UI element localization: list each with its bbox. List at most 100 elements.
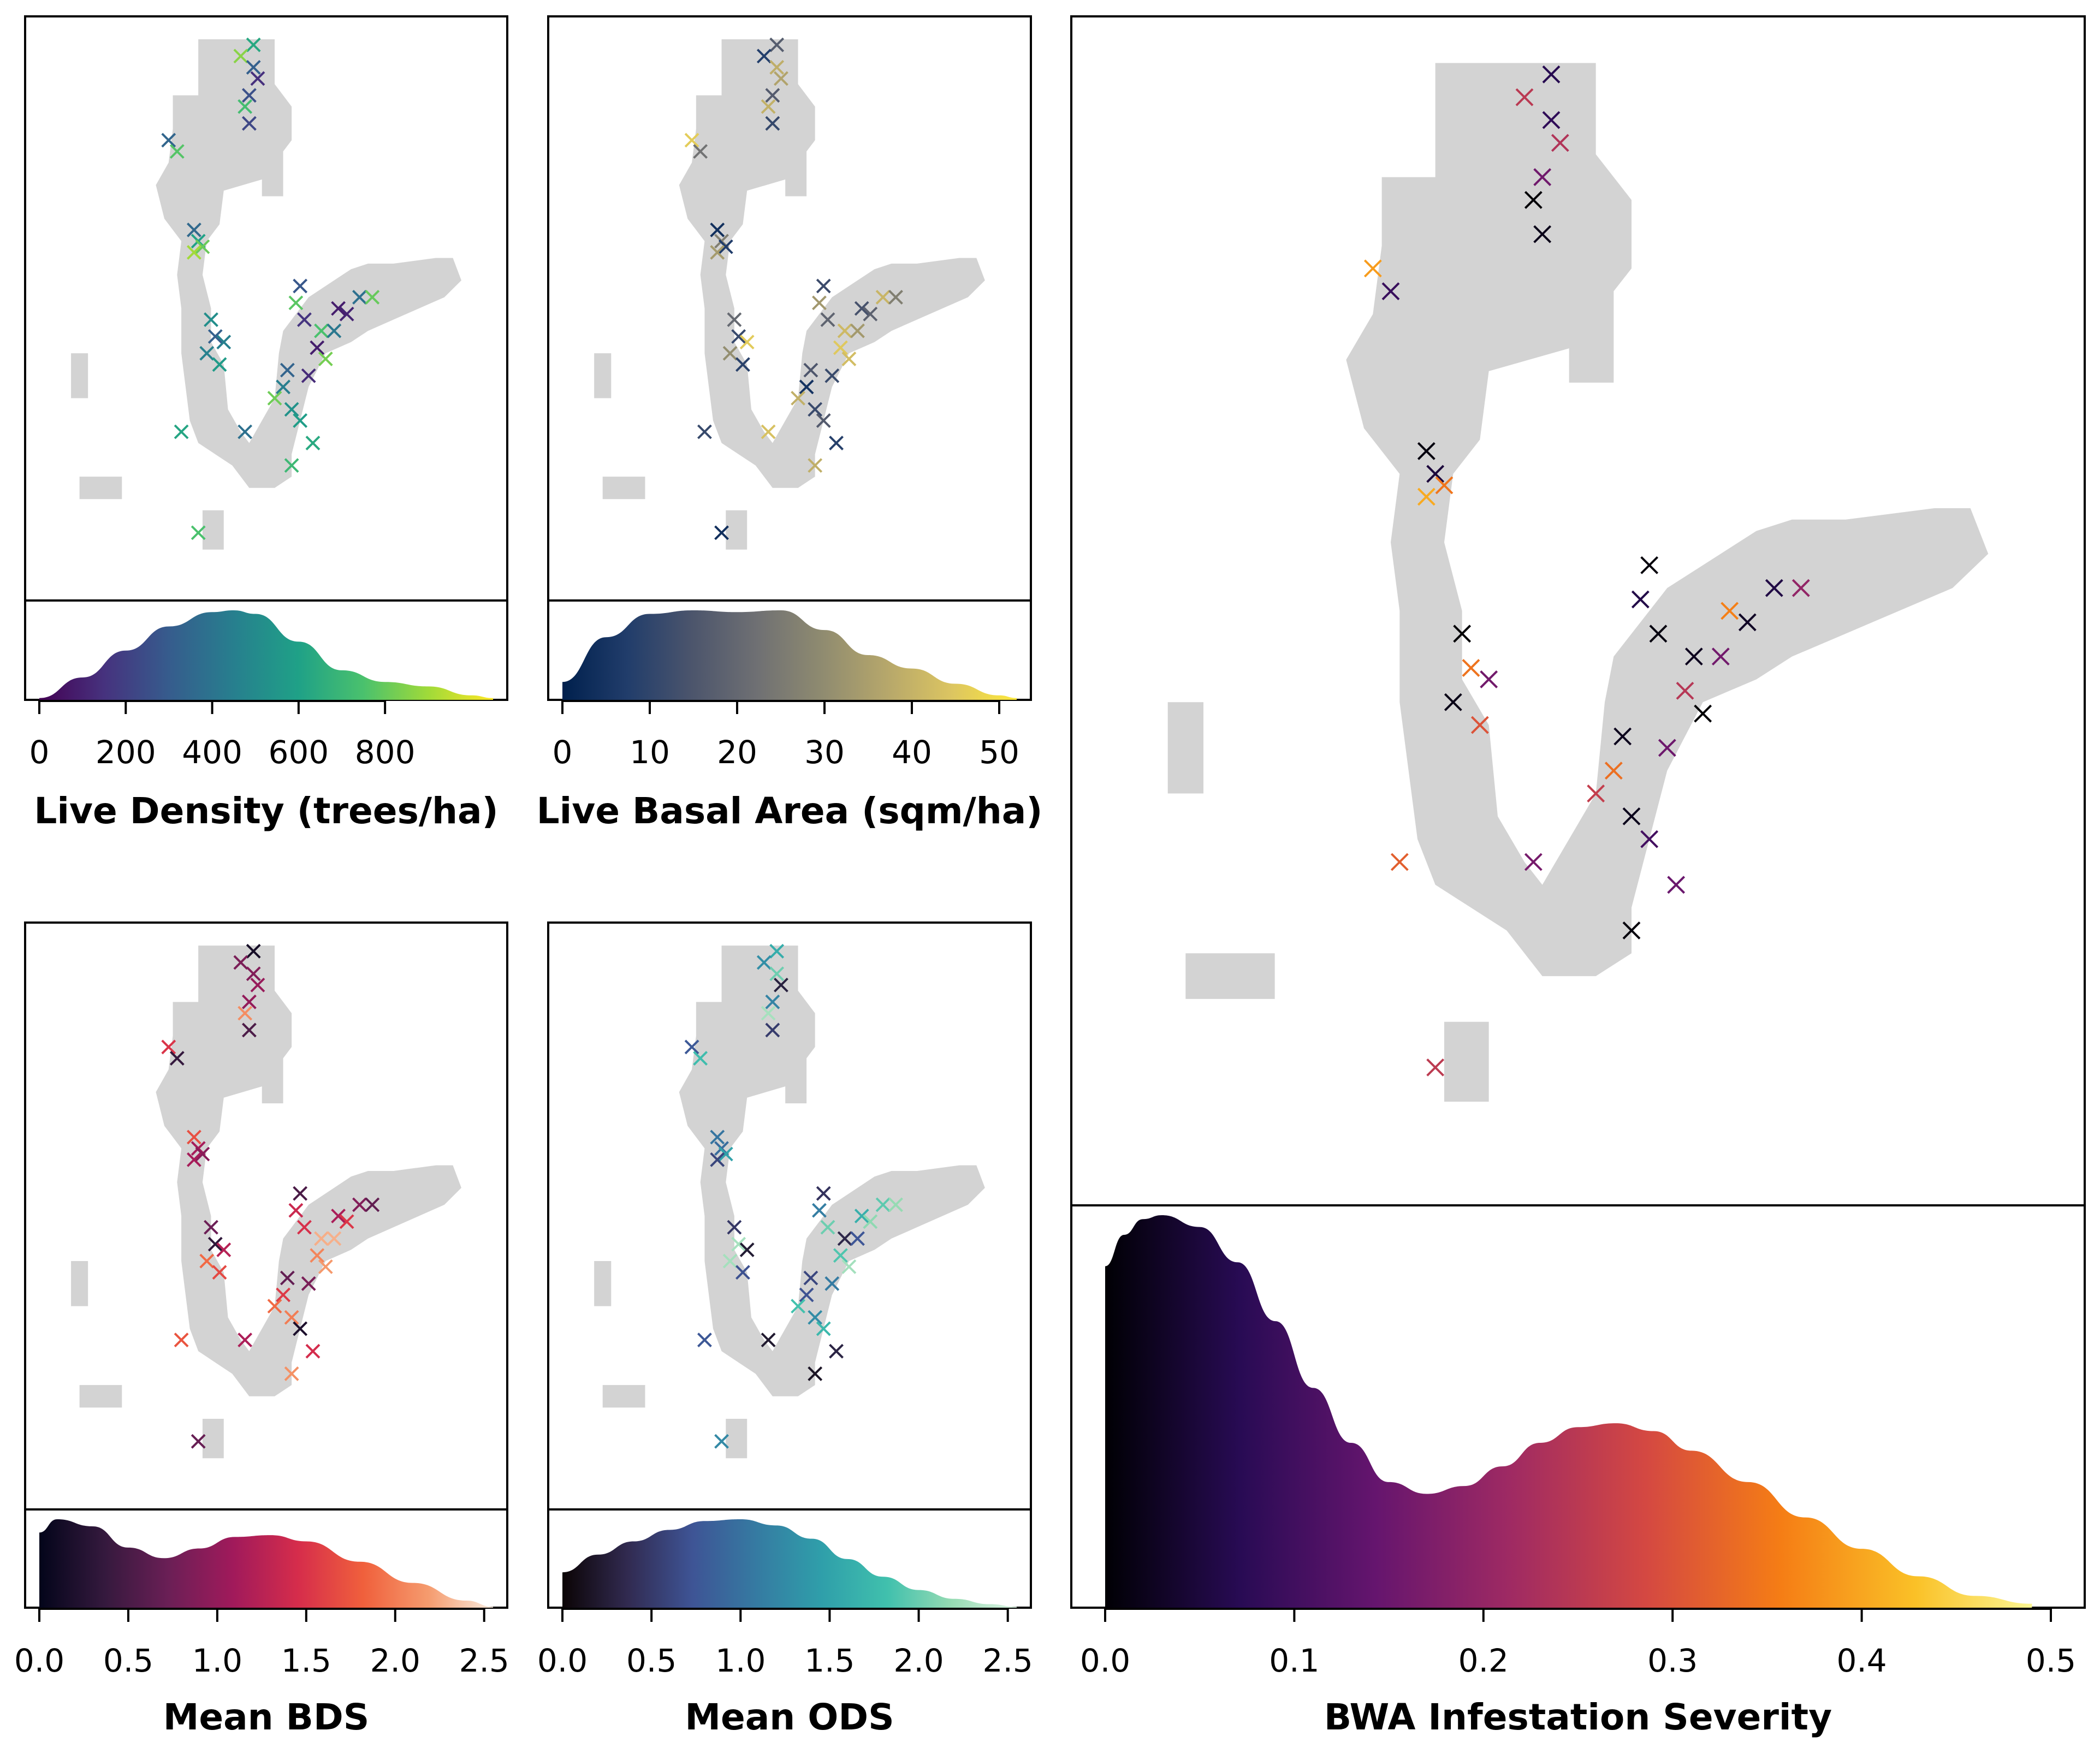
study-area-island	[71, 1261, 88, 1306]
sample-point-marker	[293, 1186, 308, 1201]
study-area-shape	[679, 39, 985, 488]
sample-point-marker	[161, 133, 176, 148]
x-tick-label: 0.2	[1458, 1642, 1509, 1679]
study-area-island	[594, 353, 612, 399]
sample-point-marker	[1587, 784, 1605, 802]
sample-point-marker	[1640, 556, 1659, 574]
sample-point-marker	[774, 71, 788, 86]
sample-point-marker	[195, 239, 210, 254]
x-tick-label: 0	[29, 734, 50, 771]
sample-point-marker	[288, 1203, 304, 1218]
sample-point-marker	[812, 1203, 827, 1218]
sample-point-marker	[735, 357, 750, 372]
study-area-island	[1167, 702, 1204, 794]
sample-point-marker	[212, 1265, 227, 1280]
sample-point-marker	[816, 413, 831, 428]
sample-point-marker	[854, 1209, 869, 1223]
study-area-island	[79, 1385, 122, 1408]
sample-point-marker	[314, 1231, 329, 1246]
sample-point-marker	[803, 362, 818, 378]
sample-point-marker	[875, 1197, 891, 1212]
sample-point-marker	[829, 1343, 844, 1359]
axis-title: Live Basal Area (sqm/ha)	[537, 790, 1043, 832]
sample-point-marker	[808, 402, 823, 417]
sample-point-marker	[1711, 647, 1730, 666]
sample-point-marker	[1426, 1058, 1445, 1077]
study-area-map	[594, 39, 985, 550]
sample-point-marker	[246, 60, 261, 75]
sample-point-marker	[1533, 168, 1552, 186]
sample-point-marker	[761, 1333, 776, 1347]
study-area-island	[202, 1419, 224, 1459]
sample-point-marker	[339, 1214, 354, 1229]
sample-point-marker	[301, 1276, 316, 1291]
sample-point-marker	[808, 1366, 823, 1381]
sample-point-marker	[824, 368, 840, 383]
study-area-island	[726, 1419, 748, 1459]
sample-point-marker	[888, 290, 903, 305]
sample-point-marker	[718, 1146, 733, 1162]
sample-point-marker	[837, 323, 852, 338]
x-tick-label: 50	[979, 734, 1019, 771]
x-tick-label: 0.3	[1647, 1642, 1698, 1679]
x-tick-label: 0	[553, 734, 573, 771]
sample-point-marker	[863, 306, 878, 322]
study-area-island	[202, 510, 224, 550]
sample-point-marker	[365, 290, 380, 305]
sample-point-marker	[301, 368, 316, 383]
sample-point-marker	[710, 222, 725, 237]
sample-point-marker	[288, 295, 304, 311]
x-tick-label: 0.0	[14, 1642, 64, 1679]
sample-point-marker	[191, 1434, 206, 1449]
sample-point-marker	[799, 1287, 814, 1303]
sample-point-marker	[246, 966, 261, 982]
x-tick-label: 600	[268, 734, 329, 771]
x-tick-label: 40	[892, 734, 932, 771]
sample-point-marker	[837, 1231, 852, 1246]
sample-point-marker	[293, 1321, 308, 1336]
sample-point-marker	[693, 144, 708, 159]
sample-point-marker	[833, 1248, 848, 1263]
sample-point-marker	[774, 977, 788, 992]
x-tick-label: 0.0	[1080, 1642, 1130, 1679]
sample-point-marker	[276, 1287, 290, 1303]
sample-point-marker	[722, 346, 738, 361]
sample-point-marker	[233, 955, 248, 970]
sample-point-marker	[731, 329, 746, 344]
x-tick-label: 2.5	[983, 1642, 1033, 1679]
x-tick-label: 0.5	[626, 1642, 677, 1679]
sample-point-marker	[769, 37, 785, 52]
sample-point-marker	[816, 278, 831, 294]
sample-point-marker	[280, 362, 295, 378]
study-area-island	[79, 477, 122, 500]
study-area-map	[71, 39, 461, 550]
sample-point-marker	[1542, 111, 1561, 129]
sample-point-marker	[1676, 681, 1694, 700]
sample-point-marker	[331, 301, 346, 316]
study-area-map	[71, 946, 461, 1459]
sample-point-marker	[761, 424, 776, 439]
x-tick-label: 200	[96, 734, 156, 771]
sample-point-marker	[169, 1051, 185, 1066]
sample-point-marker	[1426, 465, 1445, 483]
sample-point-marker	[812, 295, 827, 311]
panel-live-density: 0 200 400 600 800 Live Density (trees/ha)	[24, 15, 508, 832]
sample-point-marker	[684, 1039, 699, 1055]
sample-point-marker	[1622, 921, 1641, 940]
sample-point-marker	[1417, 487, 1435, 506]
sample-point-marker	[739, 335, 755, 350]
sample-point-marker	[1533, 225, 1552, 243]
sample-point-marker	[841, 1259, 857, 1274]
sample-point-marker	[1684, 647, 1703, 666]
study-area-island	[1444, 1021, 1489, 1102]
sample-point-marker	[765, 1022, 780, 1038]
sample-point-marker	[246, 944, 261, 959]
x-tick-label: 10	[630, 734, 670, 771]
sample-point-marker	[1524, 853, 1543, 871]
sample-point-marker	[714, 1434, 729, 1449]
sample-point-marker	[820, 1220, 835, 1235]
sample-point-marker	[791, 1299, 805, 1314]
sample-point-marker	[314, 323, 329, 338]
x-tick-label: 2.0	[370, 1642, 420, 1679]
sample-point-marker	[169, 144, 185, 159]
